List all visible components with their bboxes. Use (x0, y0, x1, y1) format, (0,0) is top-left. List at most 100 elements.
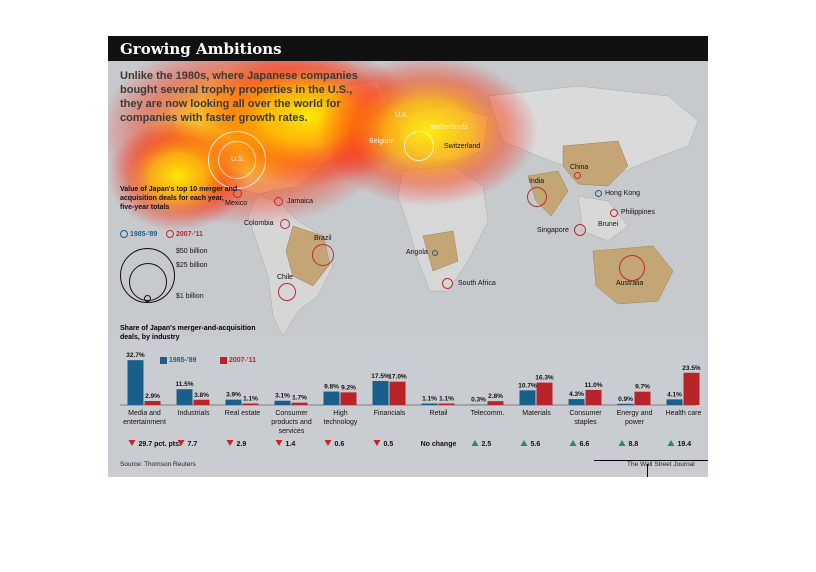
bar-2007-4 (340, 392, 357, 405)
circle-icon-blue (120, 230, 128, 239)
category-label: Consumer (569, 410, 602, 417)
bar-value-label: 1.1% (439, 395, 454, 402)
bar-1985-8 (519, 390, 536, 405)
up-arrow-icon (618, 440, 626, 446)
mexico-bubble (233, 189, 242, 198)
category-label: Industrials (178, 410, 210, 417)
label-south-africa: South Africa (458, 280, 496, 287)
page-title: Growing Ambitions (120, 40, 282, 58)
jamaica-bubble (274, 197, 283, 206)
label-jamaica: Jamaica (287, 198, 314, 205)
bar-value-label: 1.1% (422, 395, 437, 402)
up-arrow-icon (471, 440, 479, 446)
down-arrow-icon (275, 440, 283, 446)
bar-value-label: 9.2% (341, 384, 356, 391)
category-label: staples (574, 419, 597, 426)
category-label: Real estate (225, 410, 261, 417)
label-singapore: Singapore (537, 227, 569, 234)
label-netherlands: Netherlands (430, 124, 468, 131)
colombia-bubble (280, 219, 290, 229)
us-bubble-1985 (208, 131, 266, 189)
bar-value-label: 11.0% (584, 382, 602, 389)
bar-value-label: 4.3% (569, 391, 584, 398)
category-label: High (333, 410, 348, 417)
down-arrow-icon (177, 440, 185, 446)
bar-value-label: 9.8% (324, 384, 339, 391)
credit-rule-horizontal (594, 460, 708, 461)
change-label: 1.4 (286, 441, 296, 448)
bar-value-label: 23.5% (682, 365, 701, 372)
us-bubble-2007 (218, 141, 256, 179)
label-australia: Australia (616, 280, 644, 287)
australia-bubble (619, 255, 645, 281)
change-label: 0.5 (384, 441, 394, 448)
category-label: Health care (666, 410, 702, 417)
category-label: Consumer (275, 410, 308, 417)
bar-value-label: 9.7% (635, 384, 650, 391)
down-arrow-icon (373, 440, 381, 446)
change-label: 5.6 (531, 441, 541, 448)
category-label: Telecomm. (471, 410, 505, 417)
label-philippines: Philippines (621, 209, 655, 216)
chile-bubble (278, 283, 296, 301)
brazil-bubble (312, 244, 334, 266)
infographic: Growing Ambitions Unlike the 1980s, wher… (108, 36, 708, 477)
label-us: U.S. (231, 156, 245, 163)
bar-value-label: 4.1% (667, 391, 682, 398)
bar-value-label: 10.7% (518, 382, 537, 389)
up-arrow-icon (667, 440, 675, 446)
source-note: Source: Thomson Reuters (120, 461, 196, 468)
bar-1985-9 (568, 399, 585, 405)
south-africa-bubble (442, 278, 453, 289)
intro-text: Unlike the 1980s, where Japanese compani… (120, 70, 358, 124)
label-mexico: Mexico (225, 200, 248, 207)
bar-value-label: 16.3% (535, 375, 554, 382)
bar-legend-2007: 2007-'11 (220, 356, 256, 365)
bar-1985-2 (225, 399, 242, 405)
bubble-legend-title: Value of Japan's top 10 merger and acqui… (120, 186, 238, 211)
angola-bubble (432, 250, 438, 256)
bar-value-label: 17.5% (371, 373, 390, 380)
label-colombia: Colombia (244, 220, 274, 227)
hong-kong-bubble (595, 190, 602, 197)
label-belgium: Belgium (369, 138, 395, 145)
category-label: products and (271, 419, 312, 426)
label-angola: Angola (406, 249, 428, 256)
size-label-25: $25 billion (176, 262, 208, 269)
down-arrow-icon (128, 440, 136, 446)
label-india: India (529, 178, 545, 185)
bar-2007-2 (242, 403, 259, 405)
bar-value-label: 1.7% (292, 395, 307, 402)
category-label: Retail (430, 410, 448, 417)
category-label: services (279, 428, 305, 435)
swatch-2007 (220, 356, 227, 364)
bar-value-label: 11.5% (175, 381, 193, 388)
category-label: Energy and (617, 410, 653, 417)
label-uk: U.K. (395, 112, 409, 119)
chart-title: Share of Japan's merger-and-acquisition … (120, 325, 256, 341)
industry-bar-chart: 32.7% 2.9% Media and entertainment 29.7 pct.… (120, 352, 702, 448)
bar-1985-5 (372, 381, 389, 405)
bar-value-label: 3.8% (194, 392, 209, 399)
bar-1985-6 (421, 403, 438, 405)
category-label: technology (324, 419, 358, 426)
change-label: 2.5 (482, 441, 492, 448)
bar-value-label: 1.1% (243, 395, 258, 402)
change-label: 6.6 (580, 441, 590, 448)
down-arrow-icon (324, 440, 332, 446)
change-label: 19.4 (678, 441, 692, 448)
bar-value-label: 0.3% (471, 397, 486, 404)
bar-2007-1 (193, 399, 210, 405)
philippines-bubble (610, 209, 618, 217)
up-arrow-icon (569, 440, 577, 446)
bar-2007-9 (585, 389, 602, 405)
category-label: entertainment (123, 419, 166, 426)
bar-2007-7 (487, 401, 504, 405)
bar-2007-6 (438, 403, 455, 405)
bubble-legend-series-2007: 2007-'11 (166, 230, 203, 239)
circle-icon-red (166, 230, 174, 239)
size-label-1: $1 billion (176, 293, 204, 300)
change-label: 8.8 (629, 441, 639, 448)
size-legend-1 (144, 295, 151, 302)
bar-value-label: 3.9% (226, 392, 241, 399)
